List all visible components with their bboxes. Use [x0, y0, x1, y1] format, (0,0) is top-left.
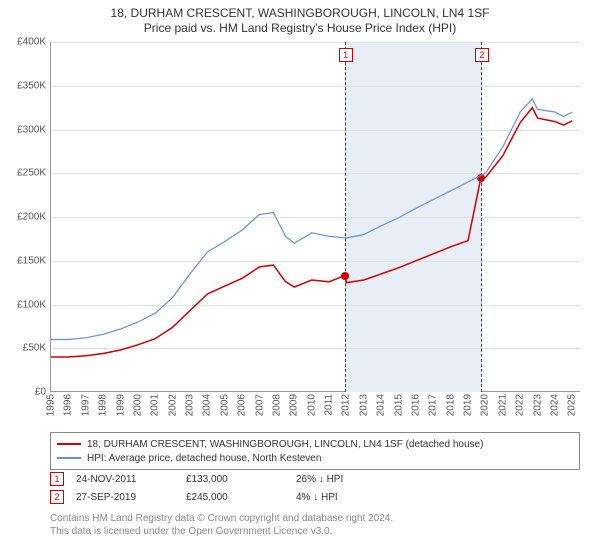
x-axis-label: 2002	[167, 394, 178, 416]
title-line2: Price paid vs. HM Land Registry's House …	[0, 21, 600, 36]
footer: Contains HM Land Registry data © Crown c…	[50, 512, 580, 538]
sale-marker-2-icon: 2	[50, 490, 64, 504]
x-axis-label: 1996	[63, 394, 74, 416]
x-axis-label: 2013	[358, 394, 369, 416]
sales-table: 1 24-NOV-2011 £133,000 26% ↓ HPI 2 27-SE…	[50, 470, 580, 506]
x-axis-label: 2020	[480, 394, 491, 416]
x-axis-label: 2004	[202, 394, 213, 416]
chart-container: 18, DURHAM CRESCENT, WASHINGBOROUGH, LIN…	[0, 0, 600, 560]
sale-2-price: £245,000	[186, 492, 296, 503]
legend-label-property: 18, DURHAM CRESCENT, WASHINGBOROUGH, LIN…	[87, 439, 483, 450]
x-axis-label: 2012	[341, 394, 352, 416]
chart-title: 18, DURHAM CRESCENT, WASHINGBOROUGH, LIN…	[0, 0, 600, 36]
x-axis-label: 2006	[237, 394, 248, 416]
sale-2-delta: 4% ↓ HPI	[296, 492, 406, 503]
x-axis-label: 2001	[150, 394, 161, 416]
x-axis-label: 2005	[219, 394, 230, 416]
legend-item-property: 18, DURHAM CRESCENT, WASHINGBOROUGH, LIN…	[57, 437, 573, 451]
y-axis-label: £350K	[0, 80, 46, 91]
x-axis-label: 2021	[497, 394, 508, 416]
series-hpi	[51, 99, 572, 340]
x-axis-label: 2023	[532, 394, 543, 416]
x-axis-label: 2003	[185, 394, 196, 416]
y-axis-label: £150K	[0, 255, 46, 266]
footer-line1: Contains HM Land Registry data © Crown c…	[50, 512, 580, 525]
x-axis-label: 2022	[515, 394, 526, 416]
x-axis-label: 1995	[46, 394, 57, 416]
y-axis-label: £200K	[0, 212, 46, 223]
y-axis-label: £50K	[0, 343, 46, 354]
sale-1-date: 24-NOV-2011	[76, 474, 186, 485]
x-axis-label: 2014	[376, 394, 387, 416]
y-axis-label: £300K	[0, 124, 46, 135]
series-svg	[51, 42, 581, 392]
x-axis-label: 2015	[393, 394, 404, 416]
sale-marker-1-icon: 1	[50, 472, 64, 486]
x-axis-label: 2008	[271, 394, 282, 416]
footer-line2: This data is licensed under the Open Gov…	[50, 525, 580, 538]
y-axis-label: £0	[0, 387, 46, 398]
x-axis-label: 2018	[445, 394, 456, 416]
y-axis-label: £250K	[0, 168, 46, 179]
sale-1-price: £133,000	[186, 474, 296, 485]
x-axis-label: 2011	[324, 394, 335, 416]
x-axis-label: 2025	[567, 394, 578, 416]
legend-swatch-property	[57, 443, 81, 445]
y-axis-label: £400K	[0, 37, 46, 48]
plot-area: £0£50K£100K£150K£200K£250K£300K£350K£400…	[50, 42, 580, 392]
sales-row-2: 2 27-SEP-2019 £245,000 4% ↓ HPI	[50, 488, 580, 506]
y-axis-label: £100K	[0, 299, 46, 310]
x-axis-label: 2019	[463, 394, 474, 416]
x-axis-label: 1999	[115, 394, 126, 416]
x-axis-label: 1998	[98, 394, 109, 416]
x-axis-label: 2010	[306, 394, 317, 416]
legend-item-hpi: HPI: Average price, detached house, Nort…	[57, 451, 573, 465]
x-axis-label: 2017	[428, 394, 439, 416]
legend: 18, DURHAM CRESCENT, WASHINGBOROUGH, LIN…	[50, 432, 580, 470]
x-axis-label: 2000	[132, 394, 143, 416]
x-axis-label: 2016	[410, 394, 421, 416]
sale-1-delta: 26% ↓ HPI	[296, 474, 406, 485]
x-axis-label: 1997	[80, 394, 91, 416]
sales-row-1: 1 24-NOV-2011 £133,000 26% ↓ HPI	[50, 470, 580, 488]
legend-label-hpi: HPI: Average price, detached house, Nort…	[87, 453, 321, 464]
x-axis-label: 2009	[289, 394, 300, 416]
title-line1: 18, DURHAM CRESCENT, WASHINGBOROUGH, LIN…	[0, 6, 600, 21]
legend-swatch-hpi	[57, 457, 81, 459]
x-axis-label: 2024	[549, 394, 560, 416]
sale-2-date: 27-SEP-2019	[76, 492, 186, 503]
x-axis-label: 2007	[254, 394, 265, 416]
